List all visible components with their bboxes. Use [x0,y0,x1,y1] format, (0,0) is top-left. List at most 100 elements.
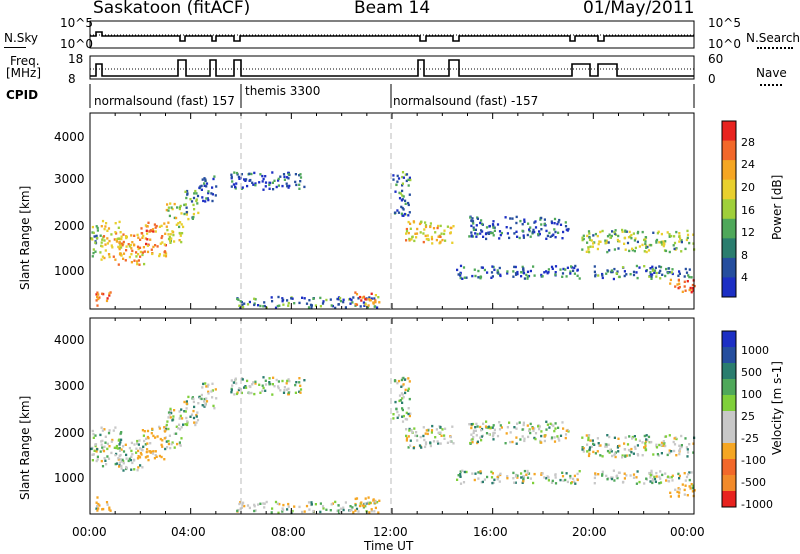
power-cell [659,277,662,280]
velocity-cell [621,456,624,459]
power-cell [636,240,639,244]
power-cell [152,230,155,233]
freq-tick-bottom: 8 [68,72,76,86]
velocity-cell [108,445,111,448]
velocity-cell [183,400,186,404]
power-cell [298,301,301,305]
power-cell [169,241,172,244]
power-cell [687,274,690,277]
velocity-cell [585,434,588,437]
velocity-cell [599,454,602,457]
power-cell [588,238,592,242]
power-cell [258,181,261,184]
power-cell [664,249,668,253]
power-cell [561,272,565,275]
power-cell [160,224,163,228]
velocity-cell [257,503,260,506]
velocity-cell [570,482,573,485]
velocity-cell [523,437,526,440]
power-cell [124,259,127,262]
power-cell [608,233,611,236]
power-cell [91,255,94,258]
velocity-cell [169,446,172,450]
velocity-cell [205,385,208,388]
velocity-cell [91,453,94,456]
velocity-cell [581,446,584,449]
velocity-cell [658,443,661,447]
velocity-cell [182,423,185,426]
power-cell [183,212,186,216]
power-cell [120,237,123,241]
velocity-cell [180,408,183,411]
power-cell [99,234,102,237]
velocity-cell [236,391,239,394]
velocity-cell [644,442,647,445]
velocity-cell [436,440,439,443]
power-cell [277,179,280,182]
velocity-cell [239,501,242,504]
power-cell [551,267,554,270]
power-cell [95,299,98,302]
velocity-cell [446,441,449,444]
power-cell [257,304,260,307]
velocity-cell [623,477,626,480]
power-cell [582,234,585,237]
power-cell [565,228,568,231]
velocity-cell [613,453,616,457]
velocity-cell [185,400,188,403]
power-cell [125,249,128,252]
power-cell [166,203,169,206]
velocity-cell [498,480,501,483]
velocity-cell [641,441,644,444]
velocity-cell [114,462,117,466]
power-cell [189,198,192,201]
power-cell [561,237,564,240]
velocity-cell [277,511,280,514]
power-cell [688,275,691,279]
velocity-cell [617,437,620,440]
velocity-cell [668,449,671,452]
velocity-cell [205,400,209,403]
velocity-cell [529,431,532,435]
velocity-cell [594,472,597,475]
power-cell [543,223,546,226]
velocity-cell [499,472,502,475]
power-cell [119,231,122,234]
velocity-cell [265,500,268,504]
power-cell [261,180,264,183]
power-cell [643,250,646,253]
velocity-cell [165,423,168,427]
velocity-cell [594,473,597,477]
velocity-cell [526,476,530,479]
power-cell [163,243,166,246]
velocity-cell [197,402,200,405]
velocity-cell [276,502,279,505]
colorbar-swatch [722,199,736,220]
power-cell [405,239,408,242]
velocity-cell [683,488,686,492]
power-cell [185,213,188,216]
velocity-cell [686,451,690,454]
power-cell [404,202,407,205]
velocity-cell [688,478,691,482]
power-cell [269,181,272,185]
power-cell [254,182,257,185]
velocity-cell [118,461,121,464]
power-cell [419,231,422,234]
power-cell [677,274,680,277]
velocity-cell [400,385,403,388]
velocity-cell [553,429,556,433]
velocity-cell [201,404,204,407]
velocity-cell [587,438,590,442]
power-cell [401,175,404,179]
power-cell [97,293,100,296]
velocity-cell [429,441,432,444]
velocity-cell [688,485,691,488]
velocity-cell [525,473,528,476]
velocity-cell [611,454,614,458]
power-cell [141,251,144,254]
power-cell [666,231,669,234]
velocity-cell [376,501,379,504]
power-cell [114,258,117,261]
power-cell [673,235,676,238]
